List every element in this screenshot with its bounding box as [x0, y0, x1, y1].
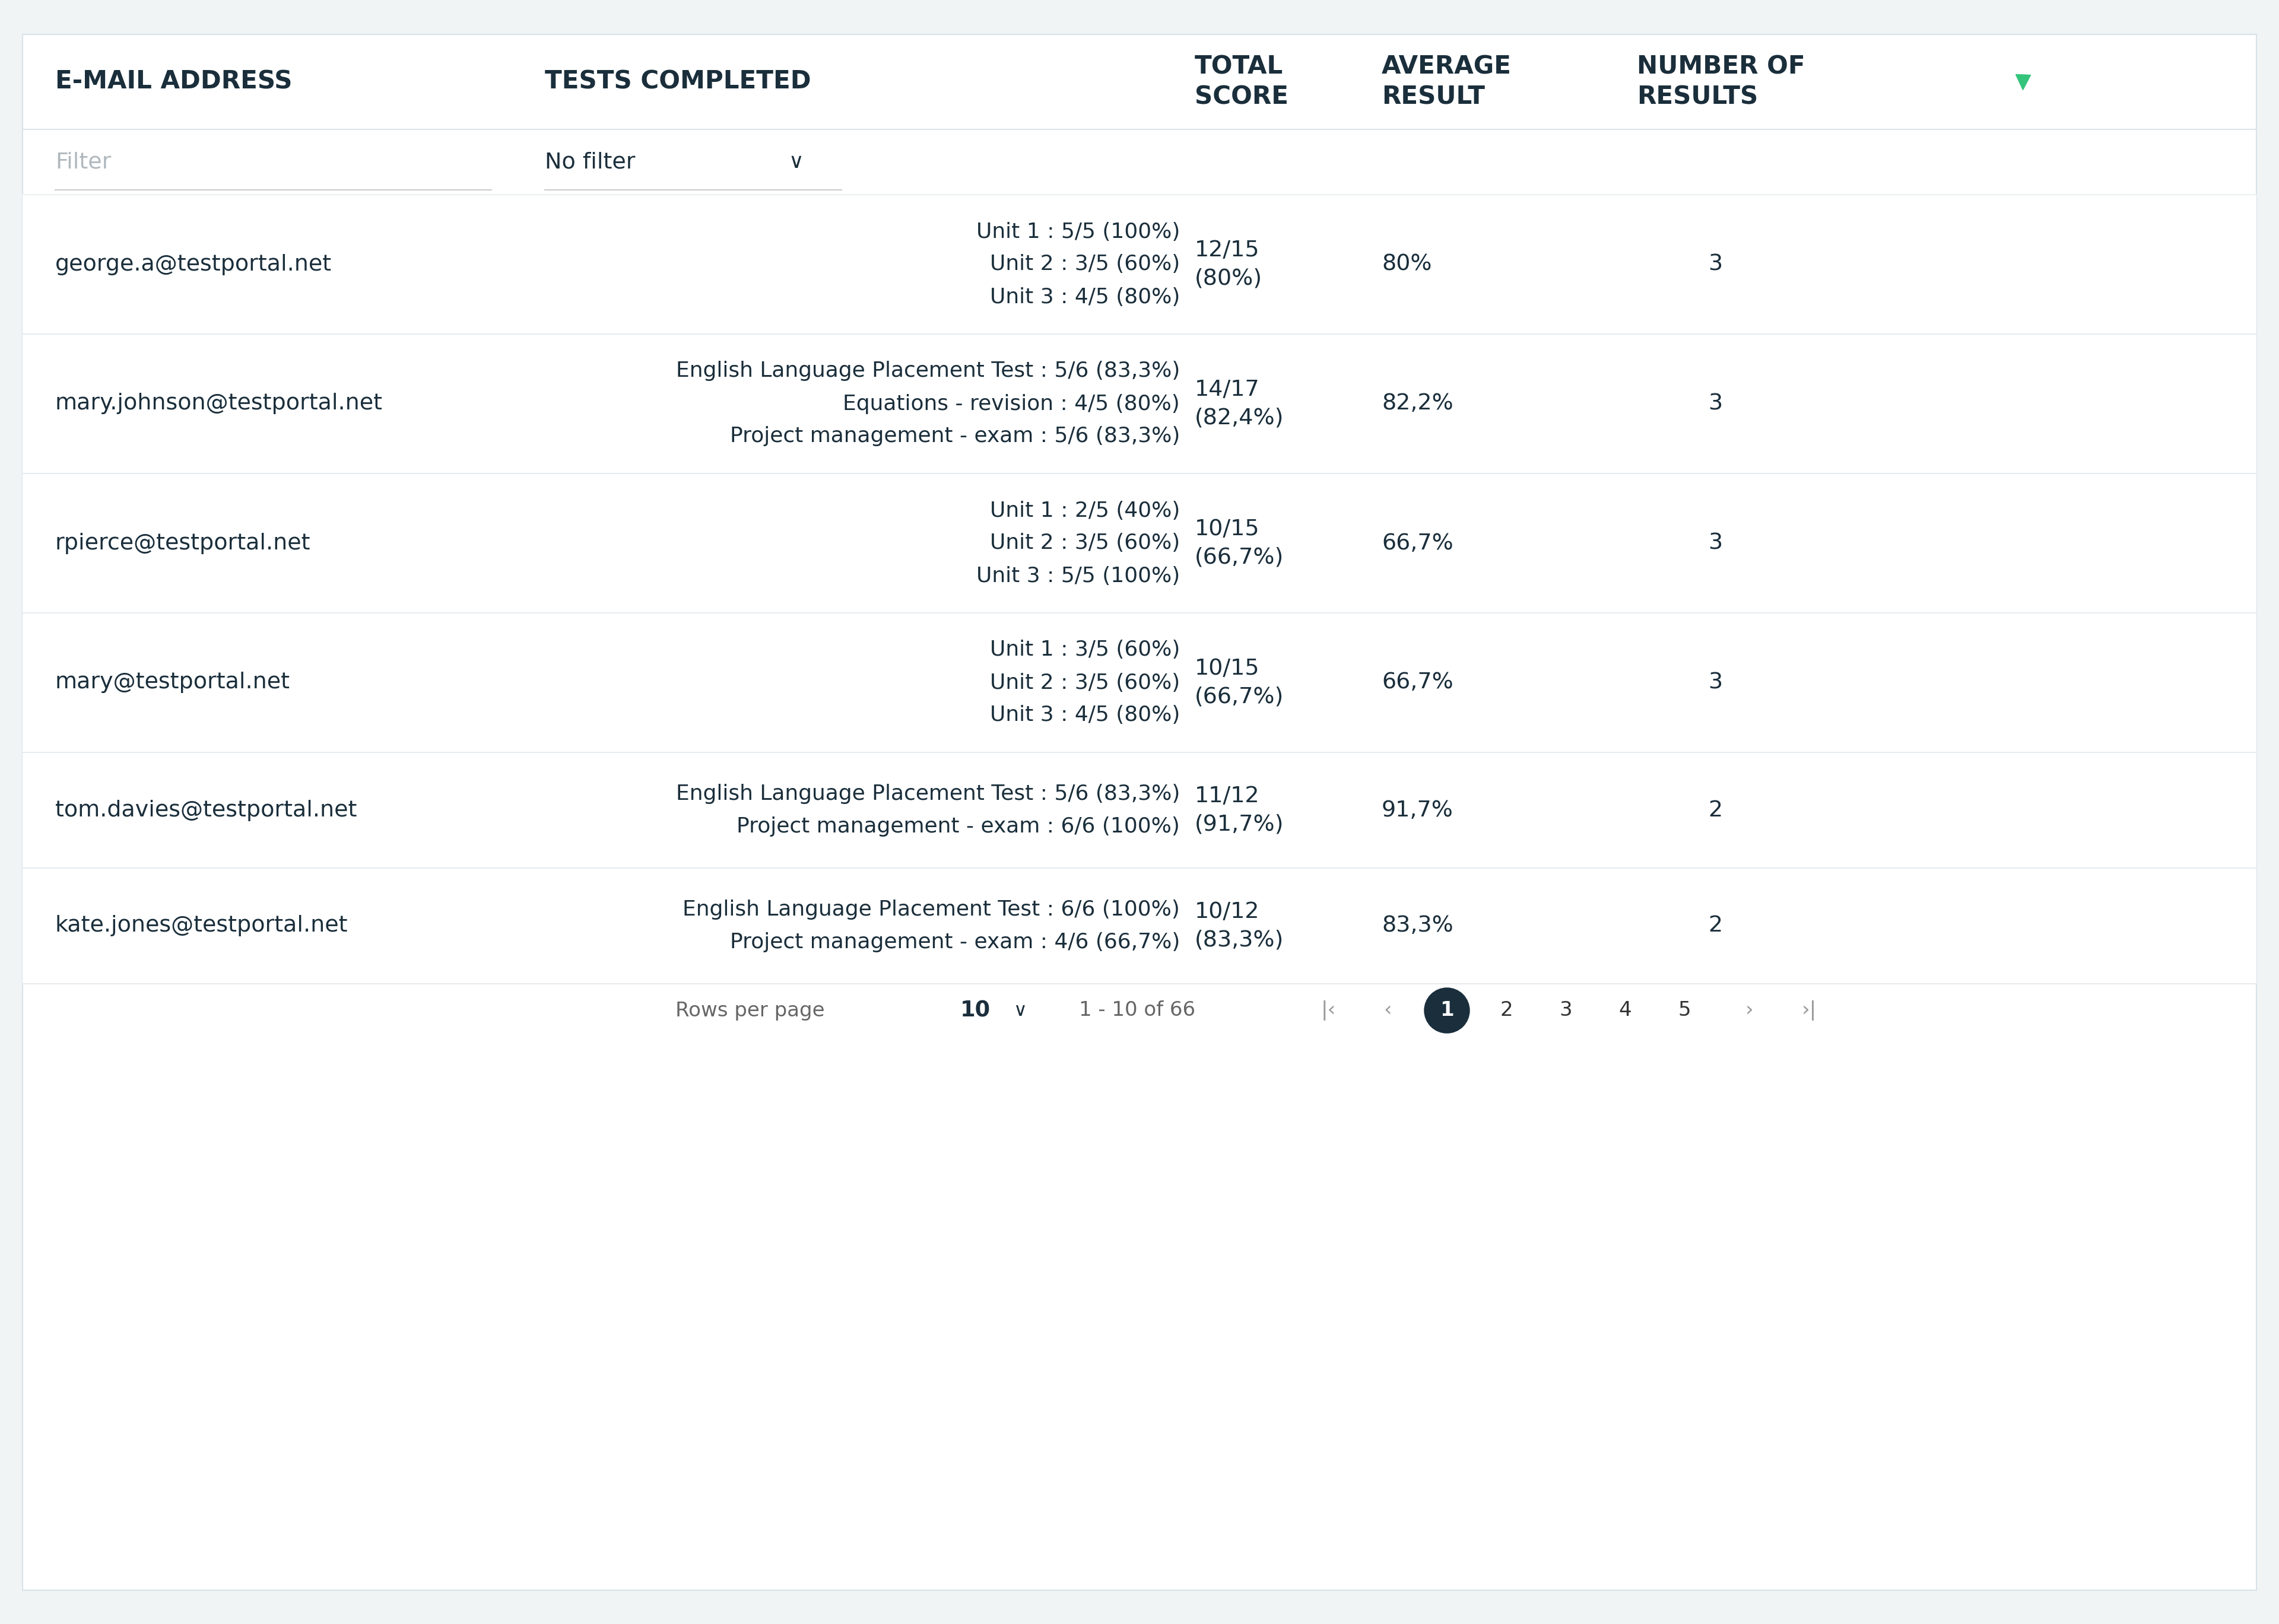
Text: 10/15
(66,7%): 10/15 (66,7%) — [1194, 658, 1283, 708]
Bar — [23, 474, 2256, 612]
Text: Unit 1 : 2/5 (40%): Unit 1 : 2/5 (40%) — [989, 500, 1181, 521]
Text: 83,3%: 83,3% — [1381, 916, 1454, 937]
Text: 5: 5 — [1677, 1000, 1691, 1020]
Text: 3: 3 — [1707, 533, 1723, 554]
Text: mary@testportal.net: mary@testportal.net — [55, 672, 289, 693]
Text: TESTS COMPLETED: TESTS COMPLETED — [545, 70, 811, 94]
Text: 14/17
(82,4%): 14/17 (82,4%) — [1194, 378, 1283, 429]
Text: mary.johnson@testportal.net: mary.johnson@testportal.net — [55, 393, 383, 414]
Text: 3: 3 — [1707, 393, 1723, 414]
Bar — [23, 612, 2256, 752]
Text: Unit 2 : 3/5 (60%): Unit 2 : 3/5 (60%) — [989, 672, 1181, 693]
Text: 11/12
(91,7%): 11/12 (91,7%) — [1194, 786, 1283, 835]
Text: 3: 3 — [1707, 253, 1723, 274]
Text: 91,7%: 91,7% — [1381, 799, 1454, 820]
Text: 80%: 80% — [1381, 253, 1431, 274]
Text: Project management - exam : 6/6 (100%): Project management - exam : 6/6 (100%) — [736, 817, 1181, 836]
Text: Unit 2 : 3/5 (60%): Unit 2 : 3/5 (60%) — [989, 255, 1181, 274]
Text: Project management - exam : 4/6 (66,7%): Project management - exam : 4/6 (66,7%) — [729, 932, 1181, 952]
Text: 82,2%: 82,2% — [1381, 393, 1454, 414]
Text: george.a@testportal.net: george.a@testportal.net — [55, 253, 333, 274]
Text: kate.jones@testportal.net: kate.jones@testportal.net — [55, 916, 349, 937]
Text: Unit 1 : 3/5 (60%): Unit 1 : 3/5 (60%) — [989, 640, 1181, 659]
Text: ›|: ›| — [1800, 1000, 1816, 1020]
Text: Filter: Filter — [55, 151, 112, 172]
Text: 66,7%: 66,7% — [1381, 533, 1454, 554]
Text: Unit 3 : 5/5 (100%): Unit 3 : 5/5 (100%) — [975, 565, 1181, 586]
Text: Unit 3 : 4/5 (80%): Unit 3 : 4/5 (80%) — [989, 705, 1181, 726]
Bar — [23, 869, 2256, 984]
Text: ‹: ‹ — [1383, 1000, 1392, 1020]
Text: AVERAGE
RESULT: AVERAGE RESULT — [1381, 54, 1511, 110]
Text: 2: 2 — [1707, 799, 1723, 820]
Text: 3: 3 — [1707, 672, 1723, 693]
Text: E-MAIL ADDRESS: E-MAIL ADDRESS — [55, 70, 292, 94]
Bar — [23, 335, 2256, 474]
Text: Unit 2 : 3/5 (60%): Unit 2 : 3/5 (60%) — [989, 533, 1181, 554]
Text: 1: 1 — [1440, 1000, 1454, 1020]
Text: English Language Placement Test : 5/6 (83,3%): English Language Placement Test : 5/6 (8… — [677, 784, 1181, 804]
Circle shape — [1424, 987, 1470, 1033]
Text: English Language Placement Test : 6/6 (100%): English Language Placement Test : 6/6 (1… — [684, 900, 1181, 919]
Bar — [23, 752, 2256, 869]
Text: Equations - revision : 4/5 (80%): Equations - revision : 4/5 (80%) — [843, 393, 1181, 414]
Text: Unit 1 : 5/5 (100%): Unit 1 : 5/5 (100%) — [975, 221, 1181, 242]
Text: 66,7%: 66,7% — [1381, 672, 1454, 693]
Text: ∨: ∨ — [1014, 1002, 1028, 1020]
Text: 3: 3 — [1559, 1000, 1573, 1020]
Text: 10: 10 — [959, 999, 991, 1021]
Text: Unit 3 : 4/5 (80%): Unit 3 : 4/5 (80%) — [989, 287, 1181, 307]
Text: NUMBER OF
RESULTS: NUMBER OF RESULTS — [1636, 54, 1805, 110]
Text: 10/15
(66,7%): 10/15 (66,7%) — [1194, 518, 1283, 568]
Text: 12/15
(80%): 12/15 (80%) — [1194, 240, 1263, 289]
Text: English Language Placement Test : 5/6 (83,3%): English Language Placement Test : 5/6 (8… — [677, 361, 1181, 382]
Text: No filter: No filter — [545, 151, 636, 172]
Text: ›: › — [1746, 1000, 1753, 1020]
Text: |‹: |‹ — [1322, 1000, 1335, 1020]
Text: ∨: ∨ — [789, 153, 804, 172]
Text: 10/12
(83,3%): 10/12 (83,3%) — [1194, 901, 1283, 950]
Text: 2: 2 — [1707, 916, 1723, 937]
Text: TOTAL
SCORE: TOTAL SCORE — [1194, 54, 1288, 110]
Text: 2: 2 — [1500, 1000, 1513, 1020]
Text: 4: 4 — [1618, 1000, 1632, 1020]
Text: tom.davies@testportal.net: tom.davies@testportal.net — [55, 799, 358, 820]
Text: 1 - 10 of 66: 1 - 10 of 66 — [1078, 1000, 1196, 1020]
Text: Project management - exam : 5/6 (83,3%): Project management - exam : 5/6 (83,3%) — [729, 427, 1181, 447]
Text: Rows per page: Rows per page — [675, 1000, 825, 1020]
Bar — [23, 195, 2256, 335]
Text: rpierce@testportal.net: rpierce@testportal.net — [55, 533, 310, 554]
